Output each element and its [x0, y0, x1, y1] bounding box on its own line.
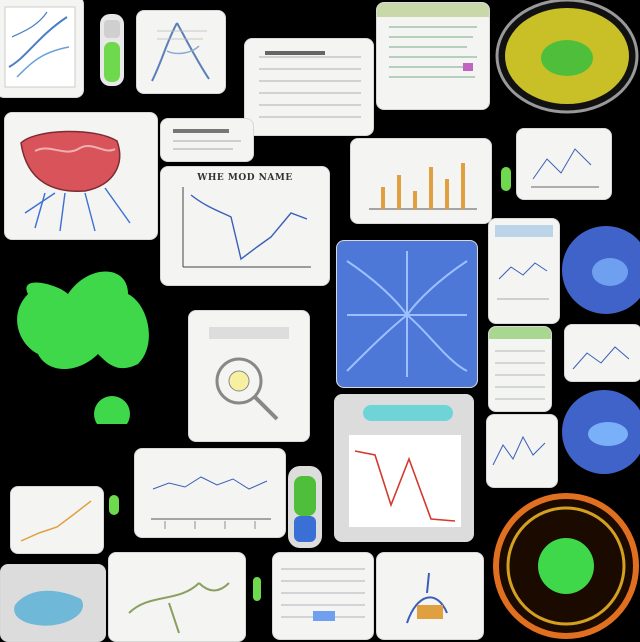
cyan-device-icon [363, 405, 453, 421]
topo-map-card [0, 564, 106, 642]
center-line-chart-card: WHE MOD NAME [160, 166, 330, 286]
green-capsule-icon-2 [108, 494, 120, 516]
brain-illustration-card [4, 112, 158, 240]
anatomy-sketch-card [136, 10, 226, 94]
table-card-bottom [272, 552, 374, 640]
green-cell-cluster-icon [8, 254, 158, 424]
small-line-card-right-2 [564, 324, 640, 382]
small-line-card-right [516, 128, 612, 200]
bar-chart-card [350, 138, 492, 224]
yellow-cell-icon [494, 0, 640, 118]
green-capsule-icon-3 [252, 576, 262, 602]
blue-cell-icon-right [560, 222, 640, 318]
blue-neural-network-icon [337, 241, 477, 387]
fiery-cell-icon [492, 492, 640, 640]
table-card-top [244, 38, 374, 136]
blue-tube-icon [286, 464, 324, 550]
striped-chart-card [376, 2, 490, 110]
wide-line-chart-card [134, 448, 286, 538]
green-table-card [488, 326, 552, 412]
green-capsule-icon [500, 166, 512, 192]
small-wave-card [486, 414, 558, 488]
organ-sketch-icon [4, 6, 76, 88]
small-doc-card [488, 218, 560, 324]
blue-neural-network-card [336, 240, 478, 388]
device-chart-card [334, 394, 474, 542]
brain-illustration-icon [20, 130, 131, 232]
green-vial-icon [98, 12, 126, 88]
small-growth-card [10, 486, 104, 554]
figure-sketch-card [376, 552, 484, 640]
plant-sketch-card [108, 552, 246, 642]
small-label-card [160, 118, 254, 162]
blue-cell-icon-right-2 [560, 386, 640, 478]
center-chart-title: WHE MOD NAME [197, 173, 293, 183]
vein-sketch-card [0, 0, 84, 98]
magnifier-diagram-card [188, 310, 310, 442]
